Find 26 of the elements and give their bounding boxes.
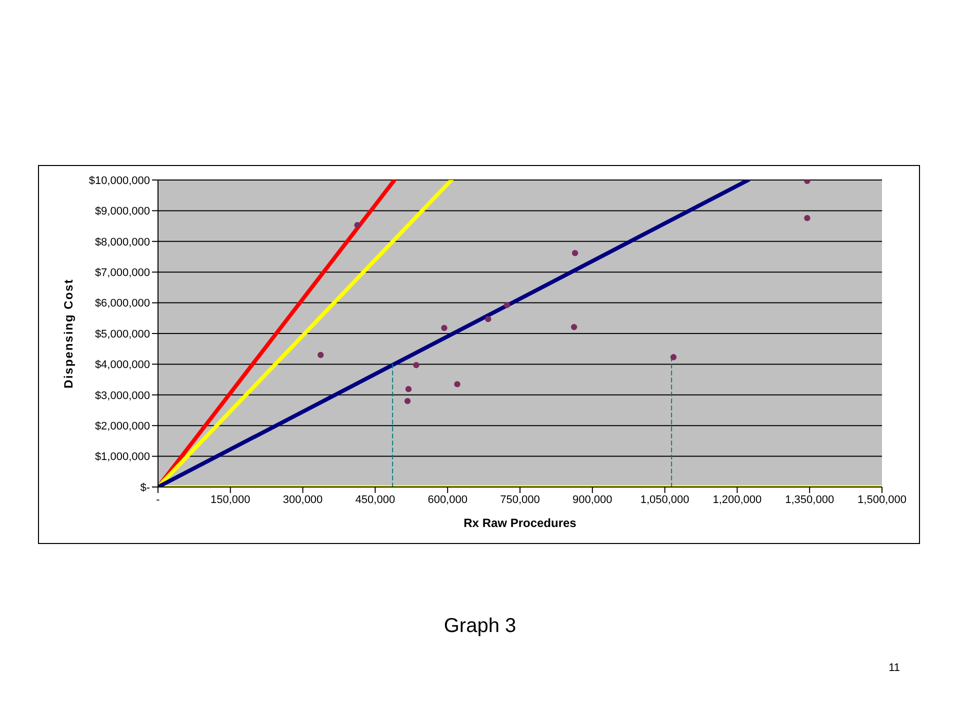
y-tick-label: $3,000,000: [94, 390, 150, 402]
x-tick-label: 1,350,000: [785, 494, 834, 506]
x-tick-label: 300,000: [282, 494, 323, 506]
x-tick-label: 150,000: [210, 494, 250, 506]
x-tick-label: 1,500,000: [858, 494, 906, 506]
text: 11: [888, 662, 900, 674]
x-tick-label: 750,000: [500, 494, 540, 506]
y-tick-label: $8,000,000: [94, 236, 150, 248]
y-axis-title: Dispensing Cost: [61, 278, 76, 388]
y-tick-label: $4,000,000: [94, 359, 150, 372]
x-axis-title: Rx Raw Procedures: [464, 516, 577, 530]
x-tick-label: 1,050,000: [640, 494, 690, 506]
x-tick-label: -: [156, 494, 160, 506]
y-tick-label: $10,000,000: [88, 174, 150, 187]
y-tick-label: $-: [140, 482, 150, 494]
x-tick-label: 900,000: [572, 494, 612, 506]
x-tick-label: 1,200,000: [712, 494, 762, 506]
x-tick-label: 450,000: [355, 494, 396, 506]
x-tick-label: 600,000: [428, 494, 468, 506]
text: Graph 3: [442, 615, 518, 638]
y-tick-label: $7,000,000: [94, 267, 150, 280]
y-tick-label: $2,000,000: [94, 420, 150, 433]
y-tick-label: $6,000,000: [94, 298, 150, 310]
y-tick-label: $5,000,000: [94, 328, 150, 340]
y-tick-label: $9,000,000: [94, 206, 150, 218]
y-tick-label: $1,000,000: [94, 451, 150, 464]
